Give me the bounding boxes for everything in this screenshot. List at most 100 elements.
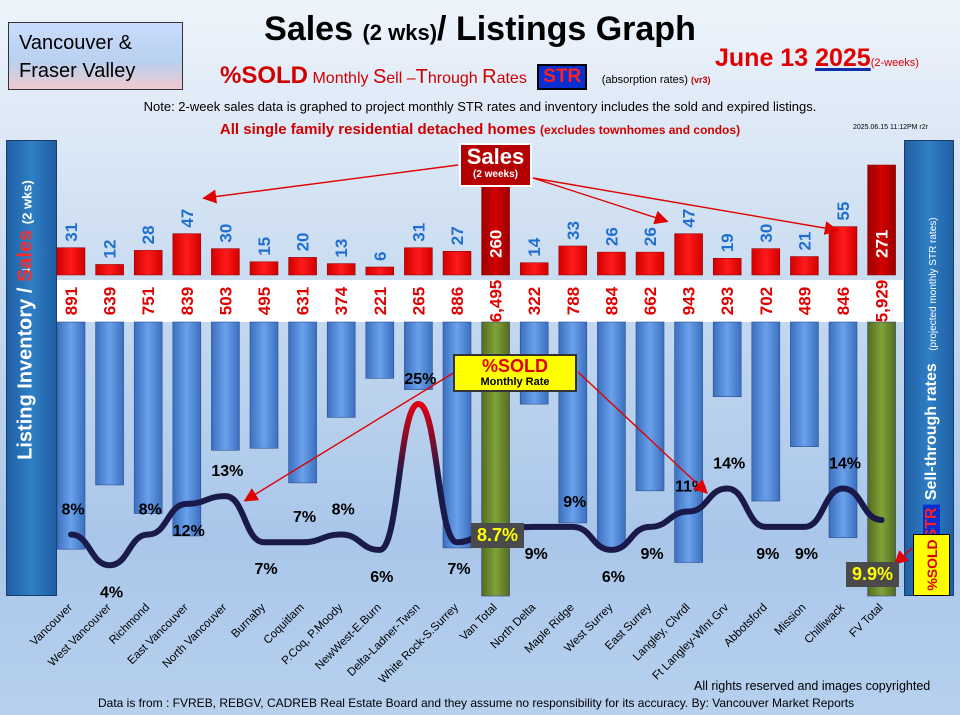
- listing-value-label: 943: [680, 287, 699, 315]
- sales-bar: [597, 251, 626, 276]
- report-date: June 13 2025(2-weeks): [715, 44, 919, 73]
- sales-bar: [674, 233, 703, 276]
- str-value-label: 8%: [332, 502, 355, 519]
- str-value-label: 7%: [254, 561, 277, 578]
- listing-value-label: 662: [641, 287, 660, 315]
- str-value-label: 8%: [61, 502, 84, 519]
- sold-side-tag: %SOLD: [913, 534, 950, 596]
- date-prefix: June 13: [715, 44, 809, 72]
- category-tick-label: Delta-Ladner-Twsn: [345, 602, 422, 679]
- sales-value-label: 271: [873, 230, 892, 258]
- str-value-label: 9%: [525, 546, 548, 563]
- note-text: Note: 2-week sales data is graphed to pr…: [143, 99, 817, 114]
- sales-value-label: 14: [525, 237, 544, 256]
- sold-side-tag-text: %SOLD: [923, 539, 940, 591]
- listing-value-label: 5,929: [873, 280, 892, 323]
- subtitle-str-badge: STR: [537, 64, 588, 90]
- rights-text: All rights reserved and images copyright…: [694, 679, 931, 693]
- subtitle-w3: T: [415, 66, 428, 88]
- str-value-label: 14%: [713, 455, 745, 472]
- chart-subtitle: %SOLD Monthly Sell –Through Rates STR (a…: [220, 62, 711, 90]
- date-suffix: (2-weeks): [870, 57, 919, 69]
- listing-value-label: 322: [525, 287, 544, 315]
- listing-bar: [365, 321, 395, 379]
- left-axis-panel: [6, 140, 57, 596]
- sales-bar: [326, 263, 356, 276]
- callout-arrow: [532, 177, 839, 236]
- sales-bar: [790, 256, 819, 276]
- str-value-label: 14%: [829, 455, 861, 472]
- sales-bar: [828, 226, 858, 276]
- sold-callout-title: %SOLD: [481, 356, 548, 376]
- str-value-label: 13%: [211, 463, 243, 480]
- listing-value-label: 503: [216, 287, 235, 315]
- listing-value-label: 751: [139, 287, 158, 315]
- sales-bar: [365, 266, 395, 276]
- listing-value-label: 374: [332, 286, 351, 315]
- category-tick-label: Burnaby: [229, 601, 268, 640]
- listing-value-label: 886: [448, 287, 467, 315]
- listing-value-label: 846: [834, 287, 853, 315]
- str-value-label: 25%: [404, 371, 436, 388]
- listing-bar: [133, 321, 163, 514]
- sales-value-label: 15: [255, 237, 274, 256]
- title-small: (2 wks): [362, 20, 438, 45]
- category-tick-label: Mission: [772, 602, 808, 638]
- listing-value-label: 293: [718, 287, 737, 315]
- sales-value-label: 27: [448, 226, 467, 245]
- str-value-label: 6%: [370, 569, 393, 586]
- sales-callout-sub: (2 weeks): [472, 169, 519, 180]
- listing-value-label: 495: [255, 287, 274, 315]
- listing-bar: [790, 321, 819, 447]
- date-year: 2025: [815, 44, 871, 72]
- category-tick-label: NewWest-E.Burn: [313, 602, 384, 673]
- listing-value-label: 884: [602, 286, 621, 315]
- sales-value-label: 13: [332, 239, 351, 258]
- sales-value-label: 33: [564, 221, 583, 240]
- sales-bar: [519, 262, 549, 276]
- sales-bar: [288, 257, 317, 276]
- listing-bar: [828, 321, 858, 539]
- subtitle-version: (vr3): [691, 75, 711, 85]
- axis-arrow-sales: →: [19, 259, 33, 275]
- sales-value-label: 30: [216, 224, 235, 243]
- str-value-label: 9%: [756, 546, 779, 563]
- subtitle-w0: Monthly: [312, 70, 373, 87]
- listing-bar: [635, 321, 665, 492]
- sales-value-label: 260: [487, 230, 506, 258]
- subtitle-sold: %SOLD: [220, 62, 309, 89]
- sales-callout-title: Sales: [466, 144, 525, 169]
- timestamp: 2025.06.15 11:12PM r2r: [853, 124, 928, 131]
- sales-bar: [56, 247, 86, 276]
- sales-bar: [211, 248, 240, 276]
- sold-callout: %SOLD Monthly Rate: [453, 354, 577, 392]
- axis-arrow-listing: →: [19, 311, 33, 327]
- category-tick-label: Chilliwack: [802, 601, 847, 646]
- str-value-label: 7%: [293, 509, 316, 526]
- region-line-1: Vancouver &: [19, 32, 133, 54]
- listing-value-label: 891: [62, 287, 81, 315]
- sales-value-label: 26: [641, 227, 660, 246]
- listing-value-label: 639: [101, 287, 120, 315]
- sales-value-label: 31: [409, 223, 428, 242]
- listing-value-label: 265: [409, 287, 428, 315]
- callout-arrow: [243, 371, 456, 502]
- region-line-2: Fraser Valley: [19, 60, 136, 82]
- sales-value-label: 47: [680, 209, 699, 228]
- listing-bar: [674, 321, 703, 563]
- listing-label-band: [57, 280, 903, 322]
- category-tick-label: White Rock-S.Surrey: [377, 601, 462, 686]
- listing-bar: [211, 321, 240, 451]
- sales-value-label: 19: [718, 233, 737, 252]
- title-rest: / Listings Graph: [437, 10, 696, 48]
- str-value-label: 7%: [447, 561, 470, 578]
- listing-value-label: 702: [757, 287, 776, 315]
- str-value-label: 9%: [563, 494, 586, 511]
- listing-value-label: 221: [371, 287, 390, 315]
- sales-value-label: 55: [834, 202, 853, 221]
- sales-bar: [867, 164, 896, 276]
- callout-arrow: [577, 371, 709, 494]
- subtitle-w5: R: [482, 66, 497, 88]
- sales-value-label: 26: [602, 227, 621, 246]
